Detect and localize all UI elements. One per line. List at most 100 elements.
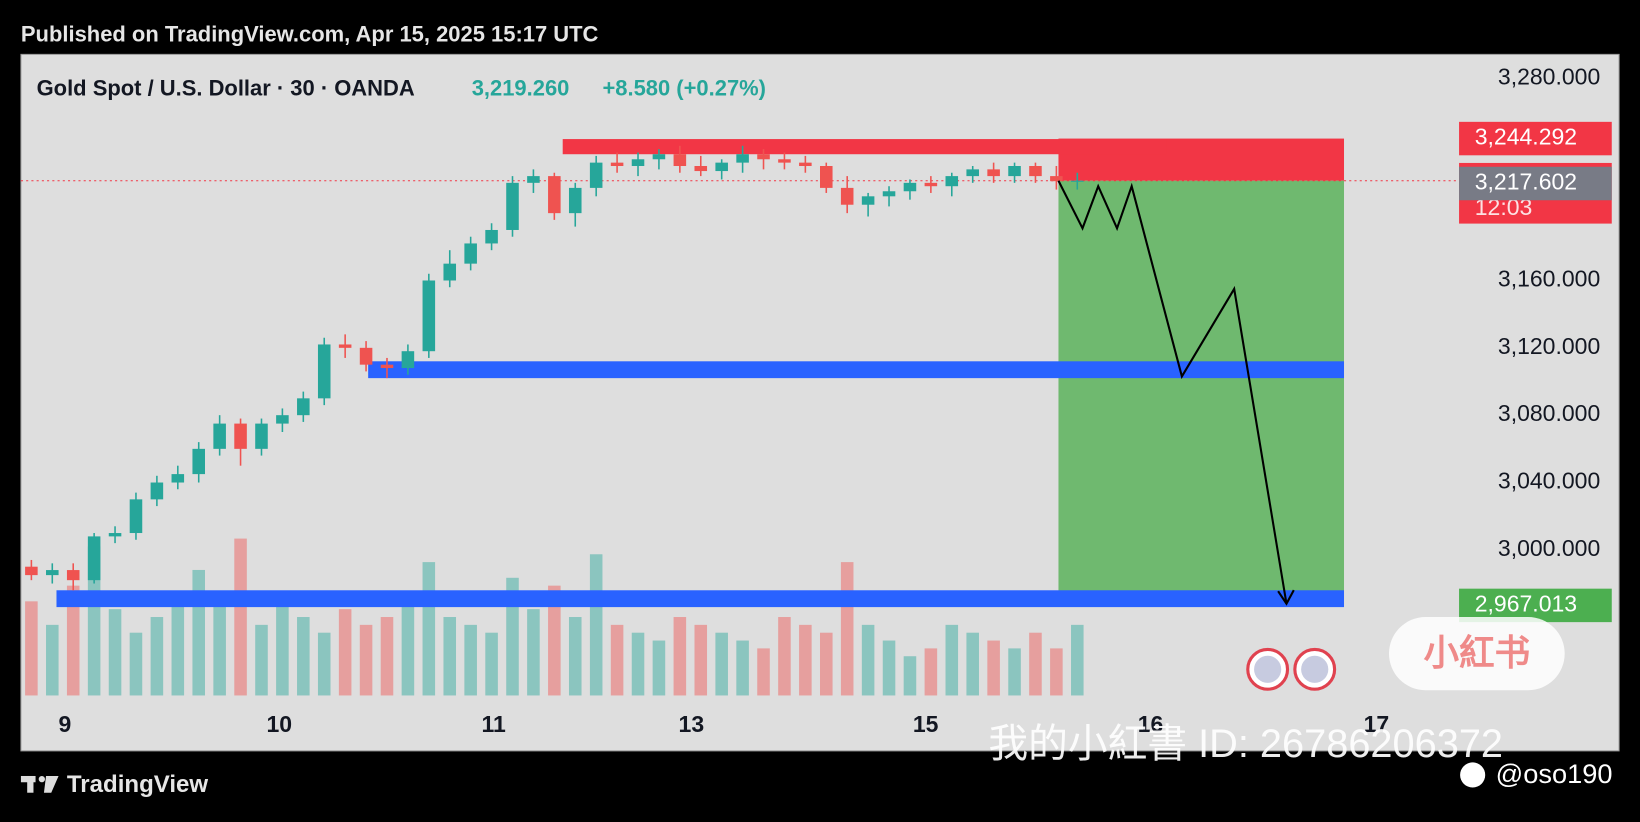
candle-body bbox=[527, 176, 540, 183]
candle-body bbox=[87, 536, 101, 581]
fb-icon bbox=[1460, 762, 1486, 788]
candle-body bbox=[171, 474, 185, 483]
volume-bar bbox=[799, 624, 812, 696]
volume-bar bbox=[108, 609, 122, 696]
candle-body bbox=[297, 398, 310, 416]
candle-body bbox=[66, 570, 80, 581]
volume-bar bbox=[464, 624, 477, 696]
candle-body bbox=[506, 182, 519, 230]
volume-bar bbox=[903, 656, 917, 696]
candle-body bbox=[673, 154, 687, 167]
x-tick-label: 10 bbox=[266, 711, 292, 737]
volume-bar bbox=[631, 632, 645, 696]
volume-bar bbox=[568, 617, 582, 696]
volume-bar bbox=[297, 617, 310, 696]
volume-bar bbox=[276, 601, 289, 696]
volume-bar bbox=[213, 593, 226, 696]
volume-bar bbox=[861, 624, 875, 696]
candle-body bbox=[548, 176, 561, 214]
candle-body bbox=[820, 166, 833, 188]
volume-bar bbox=[234, 538, 247, 696]
candle-body bbox=[757, 154, 770, 160]
volume-bar bbox=[401, 601, 415, 696]
volume-bar bbox=[359, 624, 373, 696]
x-tick-label: 15 bbox=[913, 711, 939, 737]
volume-bar bbox=[317, 632, 331, 696]
volume-bar bbox=[1050, 648, 1063, 696]
volume-bar bbox=[652, 640, 666, 696]
candle-body bbox=[359, 347, 373, 365]
volume-bar bbox=[506, 577, 519, 696]
zone bbox=[56, 590, 1345, 608]
volume-bar bbox=[840, 562, 854, 696]
symbol: Gold Spot / U.S. Dollar · 30 · OANDA bbox=[37, 76, 415, 101]
x-tick-label: 11 bbox=[482, 711, 507, 737]
candle-body bbox=[255, 423, 268, 449]
volume-bar bbox=[945, 624, 959, 696]
candle-body bbox=[276, 415, 289, 424]
volume-bar bbox=[1071, 624, 1084, 696]
candle-body bbox=[443, 263, 457, 281]
candle-body bbox=[338, 344, 352, 348]
candle-body bbox=[422, 280, 436, 352]
volume-bar bbox=[966, 632, 979, 696]
y-tick-label: 3,160.000 bbox=[1498, 266, 1600, 292]
logo-bubble bbox=[1388, 617, 1565, 691]
plot: 3,280.000 3,160.000 3,120.000 3,080.000 3,04… bbox=[20, 64, 1612, 737]
tv-logo bbox=[20, 775, 59, 793]
candle-body bbox=[25, 566, 38, 576]
volume-bar bbox=[882, 640, 896, 696]
logo: 小紅书 bbox=[1424, 633, 1531, 673]
brand: TradingView bbox=[67, 771, 209, 798]
candle-body bbox=[46, 570, 59, 576]
volume-bar bbox=[736, 640, 749, 696]
candle-body bbox=[1029, 166, 1042, 177]
handle: @oso190 bbox=[1496, 758, 1613, 789]
logo-part bbox=[43, 775, 59, 793]
candle-body bbox=[589, 162, 603, 188]
candle-body bbox=[924, 182, 938, 187]
zone bbox=[562, 139, 1167, 155]
volume-bar bbox=[380, 617, 394, 696]
candle-body bbox=[1050, 176, 1063, 182]
candle-body bbox=[736, 154, 749, 163]
projection bbox=[1057, 180, 1288, 604]
candle-body bbox=[380, 364, 394, 369]
volume-bar bbox=[46, 624, 59, 696]
candle-body bbox=[840, 187, 854, 205]
y-tick-label: 3,280.000 bbox=[1498, 64, 1600, 90]
x-tick-label: 16 bbox=[1138, 711, 1164, 737]
logo-part bbox=[27, 775, 34, 793]
volume-bar bbox=[87, 546, 101, 696]
volume-bar bbox=[589, 554, 603, 696]
volume-bar bbox=[150, 617, 164, 696]
candle-body bbox=[652, 154, 666, 160]
candle-body bbox=[903, 182, 917, 192]
change: +8.580 (+0.27%) bbox=[602, 76, 766, 101]
candle-body bbox=[108, 533, 122, 537]
volume-bar bbox=[485, 632, 498, 696]
y-tick-label: 3,040.000 bbox=[1498, 468, 1600, 494]
candle-body bbox=[485, 229, 498, 244]
candle-body bbox=[631, 159, 645, 167]
volume-bar bbox=[715, 632, 728, 696]
candle-body bbox=[778, 159, 791, 163]
candle-body bbox=[715, 162, 728, 172]
zone bbox=[1058, 180, 1345, 606]
volume-bar bbox=[673, 617, 687, 696]
published: Published on TradingView.com, Apr 15, 20… bbox=[21, 21, 599, 46]
volume-bar bbox=[171, 601, 185, 696]
volume-bar bbox=[527, 609, 540, 696]
y-tick-label: 3,000.000 bbox=[1498, 535, 1600, 561]
volume-bar bbox=[1008, 648, 1021, 696]
candle-body bbox=[317, 344, 331, 399]
volume-bar bbox=[192, 569, 205, 696]
candle-body bbox=[945, 176, 959, 187]
candle-body bbox=[150, 482, 164, 500]
candle-body bbox=[1008, 166, 1021, 177]
volume-bar bbox=[422, 562, 436, 696]
candle-body bbox=[799, 162, 812, 167]
volume-bar bbox=[1029, 632, 1042, 696]
candle-body bbox=[401, 351, 415, 369]
